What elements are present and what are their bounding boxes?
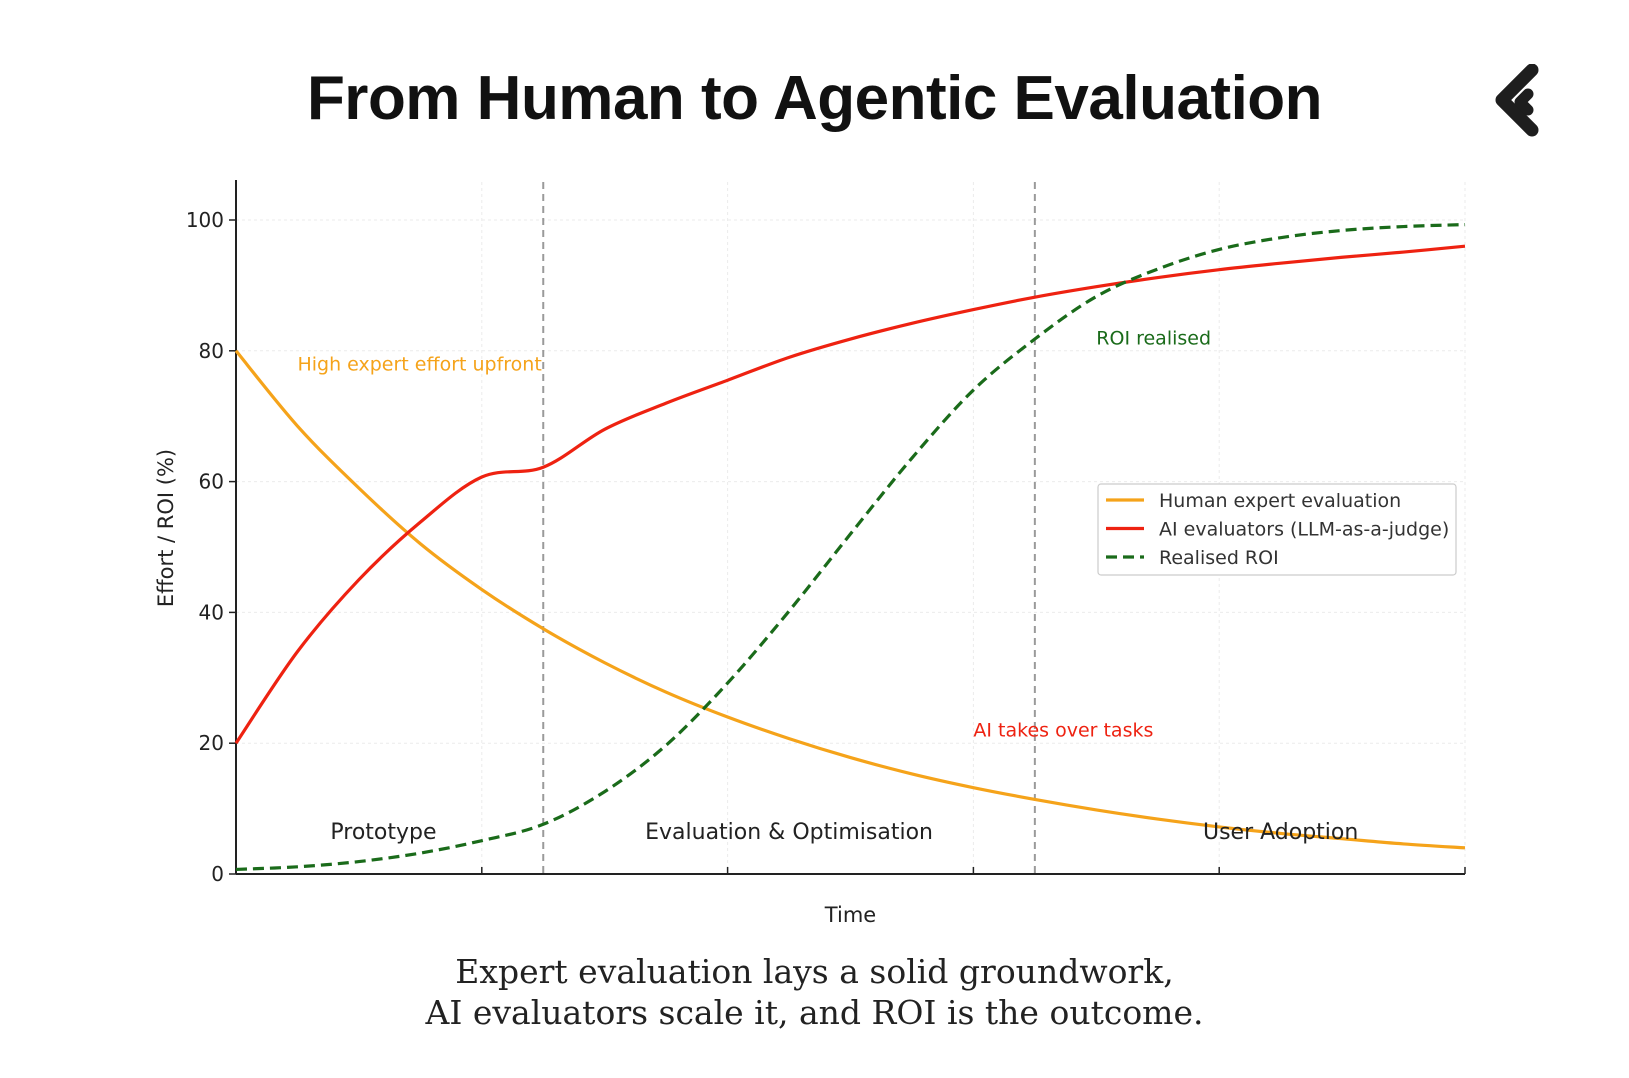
legend-label-1: AI evaluators (LLM-as-a-judge): [1159, 519, 1449, 541]
legend-label-0: Human expert evaluation: [1159, 490, 1401, 512]
y-tick-label: 20: [199, 731, 224, 755]
series-line-2: [235, 222, 1466, 872]
legend-label-2: Realised ROI: [1159, 547, 1279, 569]
legend-box: [1097, 483, 1457, 576]
phase-label-0: Prototype: [330, 820, 436, 845]
caption-line-1: Expert evaluation lays a solid groundwor…: [455, 952, 1174, 991]
annotation-2: AI takes over tasks: [973, 720, 1153, 742]
caption: Expert evaluation lays a solid groundwor…: [0, 951, 1629, 1033]
y-tick-label: 60: [199, 470, 224, 494]
y-tick-label: 80: [199, 339, 224, 363]
annotation-0: High expert effort upfront: [297, 353, 541, 375]
page-title: From Human to Agentic Evaluation: [306, 64, 1323, 133]
y-axis-title: Effort / ROI (%): [154, 449, 178, 607]
y-tick-label: 100: [186, 208, 224, 232]
series-line-0: [234, 349, 1466, 850]
legend: Human expert evaluation AI evaluators (LL…: [1097, 483, 1457, 576]
phase-label-2: User Adoption: [1203, 820, 1358, 845]
chevron-left-logo-icon: [1495, 64, 1539, 137]
y-tick-label: 0: [211, 862, 224, 886]
x-axis-title: Time: [824, 903, 876, 927]
series-line-1: [234, 244, 1466, 745]
line-chart: 0 20 40 60 80 100 Time Effort / ROI (%) Prototyp…: [154, 180, 1466, 927]
caption-line-2: AI evaluators scale it, and ROI is the o…: [425, 993, 1204, 1032]
phase-label-1: Evaluation & Optimisation: [645, 820, 933, 845]
y-tick-label: 40: [199, 600, 224, 624]
annotation-1: ROI realised: [1096, 327, 1211, 349]
